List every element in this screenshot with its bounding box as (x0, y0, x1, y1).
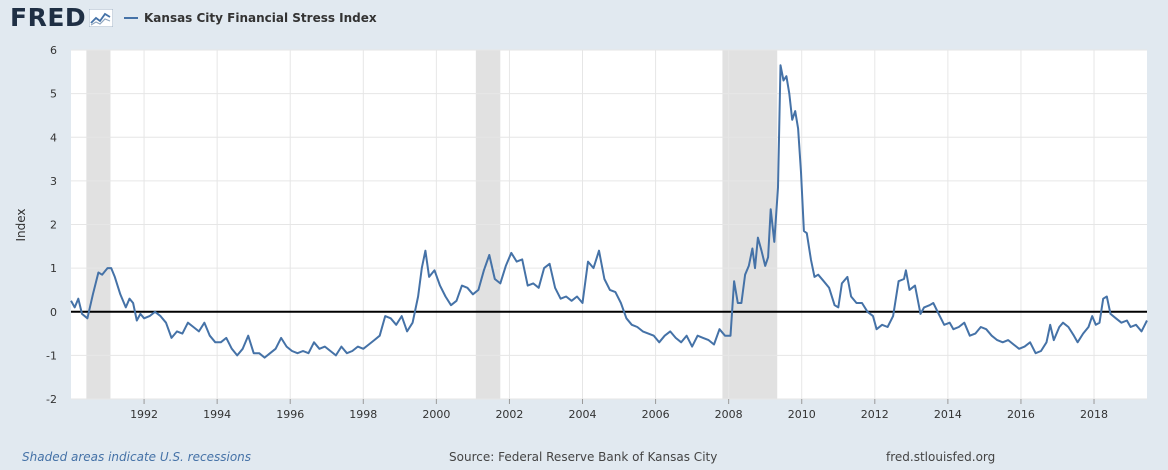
x-tick-label: 2008 (715, 408, 743, 421)
x-tick-label: 2012 (861, 408, 889, 421)
chart-legend: Kansas City Financial Stress Index (124, 11, 377, 25)
x-tick-label: 2004 (569, 408, 597, 421)
x-tick-label: 2014 (934, 408, 962, 421)
x-tick-label: 2010 (788, 408, 816, 421)
y-tick-label: -1 (46, 349, 57, 362)
x-tick-label: 2002 (495, 408, 523, 421)
series-line-kcfsi[interactable] (70, 64, 1148, 359)
x-tick-label: 1994 (203, 408, 231, 421)
fred-graph-icon (89, 8, 114, 27)
x-tick-label: 2000 (422, 408, 450, 421)
x-tick-label: 1998 (349, 408, 377, 421)
y-tick-label: 0 (50, 306, 57, 319)
x-tick-label: 1992 (130, 408, 158, 421)
fred-logo[interactable]: FRED (10, 3, 114, 32)
y-tick-label: 3 (50, 175, 57, 188)
y-tick-label: 1 (50, 262, 57, 275)
y-tick-label: -2 (46, 393, 57, 406)
source-note: Source: Federal Reserve Bank of Kansas C… (449, 450, 718, 464)
y-tick-label: 6 (50, 44, 57, 57)
x-tick-label: 2016 (1007, 408, 1035, 421)
site-link[interactable]: fred.stlouisfed.org (886, 450, 996, 464)
y-axis-ticks: -2 -1 0 1 2 3 4 5 6 (46, 44, 57, 406)
chart-header: FRED Kansas City Financial Stress Index (0, 0, 1168, 40)
chart-area: -2 -1 0 1 2 3 4 5 6 1992 1994 1996 1998 2000 2002 2004… (14, 44, 1148, 421)
y-tick-label: 2 (50, 219, 57, 232)
y-tick-label: 5 (50, 88, 57, 101)
x-tick-label: 2006 (642, 408, 670, 421)
legend-swatch (124, 17, 138, 19)
y-axis-label: Index (14, 208, 28, 241)
y-tick-label: 4 (50, 131, 57, 144)
x-tick-label: 2018 (1080, 408, 1108, 421)
logo-text: FRED (10, 3, 87, 32)
x-tick-label: 1996 (276, 408, 304, 421)
legend-label: Kansas City Financial Stress Index (144, 11, 377, 25)
x-axis-ticks: 1992 1994 1996 1998 2000 2002 2004 2006 2008 2010… (130, 399, 1108, 421)
recessions-note: Shaded areas indicate U.S. recessions (22, 450, 252, 464)
